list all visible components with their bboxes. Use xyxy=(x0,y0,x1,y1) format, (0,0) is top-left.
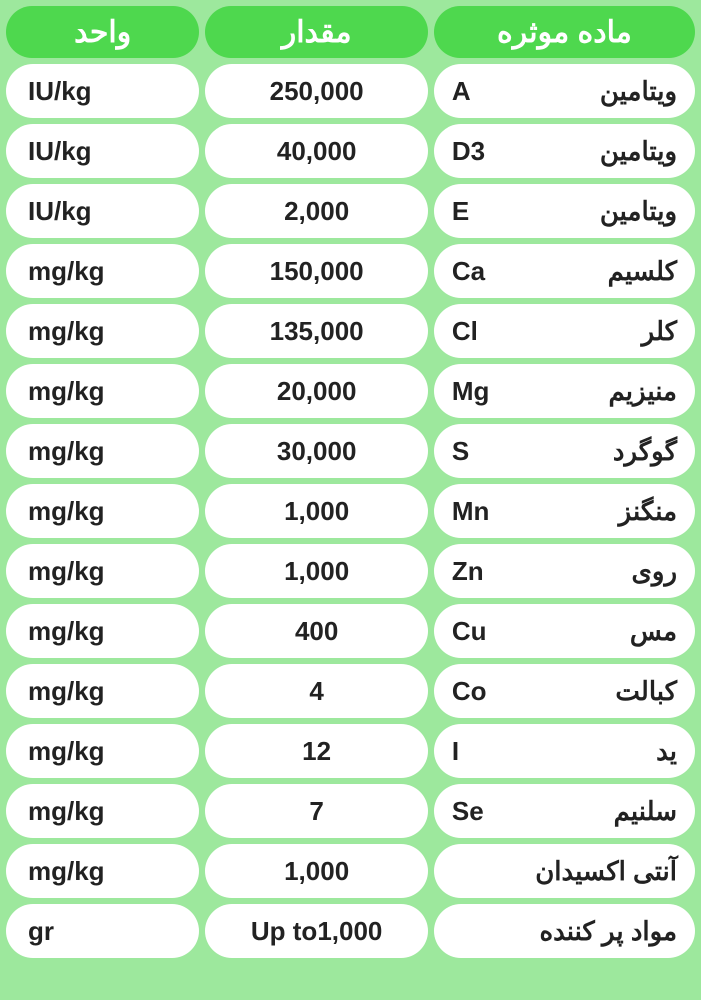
table-cell-substance: مواد پر کننده xyxy=(434,904,695,958)
substance-name: منیزیم xyxy=(608,376,677,407)
substance-name: ویتامین xyxy=(600,136,677,167)
table-cell-substance: Cu مس xyxy=(434,604,695,658)
table-cell-unit: mg/kg xyxy=(6,664,199,718)
table-cell-unit: IU/kg xyxy=(6,184,199,238)
header-unit: واحد xyxy=(6,6,199,58)
substance-symbol: Mg xyxy=(452,376,490,407)
table-cell-substance: Ca کلسیم xyxy=(434,244,695,298)
table-cell-amount: 150,000 xyxy=(205,244,427,298)
table-cell-unit: mg/kg xyxy=(6,244,199,298)
table-cell-substance: Mn منگنز xyxy=(434,484,695,538)
substance-name: منگنز xyxy=(619,496,677,527)
table-cell-amount: 30,000 xyxy=(205,424,427,478)
table-cell-unit: mg/kg xyxy=(6,484,199,538)
header-amount: مقدار xyxy=(205,6,427,58)
nutrition-table: واحد مقدار ماده موثره IU/kg250,000Aویتام… xyxy=(6,6,695,958)
substance-name: گوگرد xyxy=(613,436,677,467)
substance-name: ویتامین xyxy=(600,196,677,227)
table-cell-unit: IU/kg xyxy=(6,124,199,178)
substance-symbol: Se xyxy=(452,796,484,827)
table-cell-unit: mg/kg xyxy=(6,604,199,658)
substance-name: ید xyxy=(656,736,677,767)
substance-symbol: D3 xyxy=(452,136,485,167)
substance-symbol: E xyxy=(452,196,469,227)
table-cell-amount: 40,000 xyxy=(205,124,427,178)
table-cell-amount: 135,000 xyxy=(205,304,427,358)
table-cell-amount: 400 xyxy=(205,604,427,658)
table-cell-substance: D3 ویتامین xyxy=(434,124,695,178)
substance-symbol: Zn xyxy=(452,556,484,587)
substance-name: آنتی اکسیدان xyxy=(452,856,677,887)
table-cell-amount: 1,000 xyxy=(205,544,427,598)
table-cell-substance: I ید xyxy=(434,724,695,778)
table-cell-amount: 20,000 xyxy=(205,364,427,418)
table-cell-substance: Co کبالت xyxy=(434,664,695,718)
table-cell-unit: IU/kg xyxy=(6,64,199,118)
table-cell-amount: 1,000 xyxy=(205,844,427,898)
substance-name: مواد پر کننده xyxy=(452,916,677,947)
table-cell-unit: mg/kg xyxy=(6,424,199,478)
table-cell-amount: Up to1,000 xyxy=(205,904,427,958)
table-cell-amount: 2,000 xyxy=(205,184,427,238)
table-cell-substance: S گوگرد xyxy=(434,424,695,478)
table-cell-unit: mg/kg xyxy=(6,784,199,838)
table-cell-substance: Se سلنیم xyxy=(434,784,695,838)
substance-name: روی xyxy=(632,556,677,587)
table-cell-substance: Zn روی xyxy=(434,544,695,598)
table-cell-substance: E ویتامین xyxy=(434,184,695,238)
table-cell-substance: Mg منیزیم xyxy=(434,364,695,418)
substance-name: کبالت xyxy=(615,676,677,707)
substance-symbol: Ca xyxy=(452,256,485,287)
table-cell-amount: 7 xyxy=(205,784,427,838)
substance-name: کلر xyxy=(642,316,677,347)
table-cell-unit: mg/kg xyxy=(6,304,199,358)
table-cell-amount: 250,000 xyxy=(205,64,427,118)
table-cell-amount: 4 xyxy=(205,664,427,718)
table-cell-unit: mg/kg xyxy=(6,544,199,598)
table-cell-unit: gr xyxy=(6,904,199,958)
table-cell-amount: 1,000 xyxy=(205,484,427,538)
substance-name: سلنیم xyxy=(614,796,677,827)
substance-symbol: Mn xyxy=(452,496,490,527)
substance-symbol: S xyxy=(452,436,469,467)
substance-symbol: Cu xyxy=(452,616,487,647)
substance-symbol: I xyxy=(452,736,459,767)
table-cell-substance: A ویتامین xyxy=(434,64,695,118)
substance-name: مس xyxy=(630,616,677,647)
table-cell-substance: Cl کلر xyxy=(434,304,695,358)
substance-symbol: A xyxy=(452,76,471,107)
table-cell-unit: mg/kg xyxy=(6,364,199,418)
substance-symbol: Co xyxy=(452,676,487,707)
substance-name: کلسیم xyxy=(608,256,677,287)
header-substance: ماده موثره xyxy=(434,6,695,58)
table-cell-unit: mg/kg xyxy=(6,844,199,898)
table-cell-unit: mg/kg xyxy=(6,724,199,778)
substance-symbol: Cl xyxy=(452,316,478,347)
table-cell-amount: 12 xyxy=(205,724,427,778)
substance-name: ویتامین xyxy=(600,76,677,107)
table-cell-substance: آنتی اکسیدان xyxy=(434,844,695,898)
